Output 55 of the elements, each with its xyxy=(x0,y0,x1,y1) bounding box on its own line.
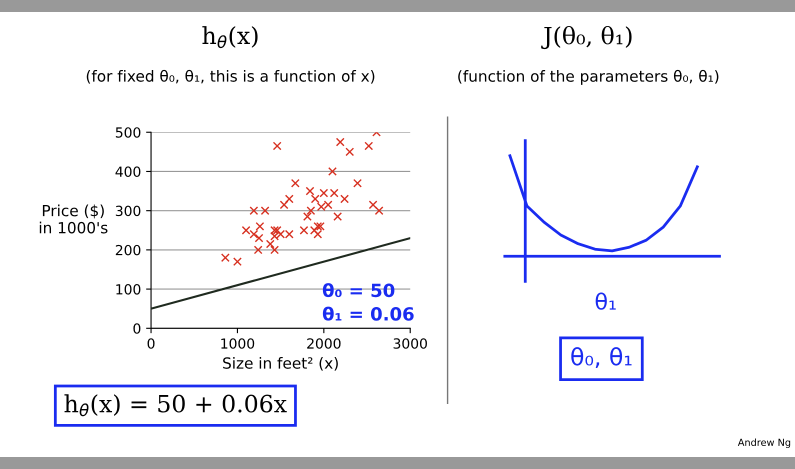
point xyxy=(306,186,314,196)
point xyxy=(290,178,300,188)
point xyxy=(340,194,349,204)
point xyxy=(270,246,279,254)
chart-subtitle: (function of the parameters θ₀, θ₁) xyxy=(458,70,718,85)
point xyxy=(256,222,264,231)
point xyxy=(242,226,250,235)
point xyxy=(368,200,378,210)
point xyxy=(353,178,362,188)
text: h$_{θ}$(x) = 50 + 0.06x xyxy=(64,394,287,416)
point xyxy=(233,257,242,266)
point xyxy=(270,226,279,235)
chart-title: J(θ₀, θ₁) xyxy=(541,26,632,50)
text: Andrew Ng xyxy=(738,438,790,448)
point xyxy=(220,253,230,262)
text: θ₀, θ₁ xyxy=(571,347,632,368)
x-tick-label: 0 xyxy=(148,338,155,349)
point xyxy=(364,142,374,150)
y-tick-label: 500 xyxy=(116,127,140,138)
y-tick-label: 300 xyxy=(116,206,140,216)
point xyxy=(249,206,258,216)
y-tick-label: 0 xyxy=(133,323,140,334)
point xyxy=(306,206,316,216)
point xyxy=(254,246,263,254)
y-tick-label: 200 xyxy=(116,244,140,256)
point xyxy=(303,212,312,221)
point xyxy=(313,222,322,231)
point xyxy=(260,206,270,216)
point xyxy=(249,230,258,239)
point xyxy=(345,147,354,156)
x-tick-label: 1000 xyxy=(221,338,254,349)
point xyxy=(336,138,345,146)
point xyxy=(254,234,264,242)
point xyxy=(280,200,288,210)
x-axis-title: θ₁ xyxy=(596,292,616,310)
annotation: θ₁ = 0.06 xyxy=(322,306,414,321)
point xyxy=(272,226,282,235)
annotation: θ₀ = 50 xyxy=(322,283,394,298)
point xyxy=(272,142,282,150)
point xyxy=(333,212,342,221)
point xyxy=(266,240,275,248)
y-axis-title: Price ($) in 1000's xyxy=(40,204,108,234)
point xyxy=(328,167,337,176)
point xyxy=(316,222,325,231)
point xyxy=(284,194,294,204)
y-tick-label: 100 xyxy=(116,284,140,295)
point xyxy=(310,194,320,204)
x-tick-label: 2000 xyxy=(307,338,341,349)
point xyxy=(374,206,384,216)
point xyxy=(313,230,322,239)
y-tick-label: 400 xyxy=(115,166,140,177)
chart-subtitle: (for fixed θ₀, θ₁, this is a function of x) xyxy=(86,70,374,84)
x-axis-title: Size in feet² (x) xyxy=(223,357,338,371)
x-tick-label: 3000 xyxy=(394,338,427,349)
chart-title: h$_{θ}$(x) xyxy=(202,26,258,48)
